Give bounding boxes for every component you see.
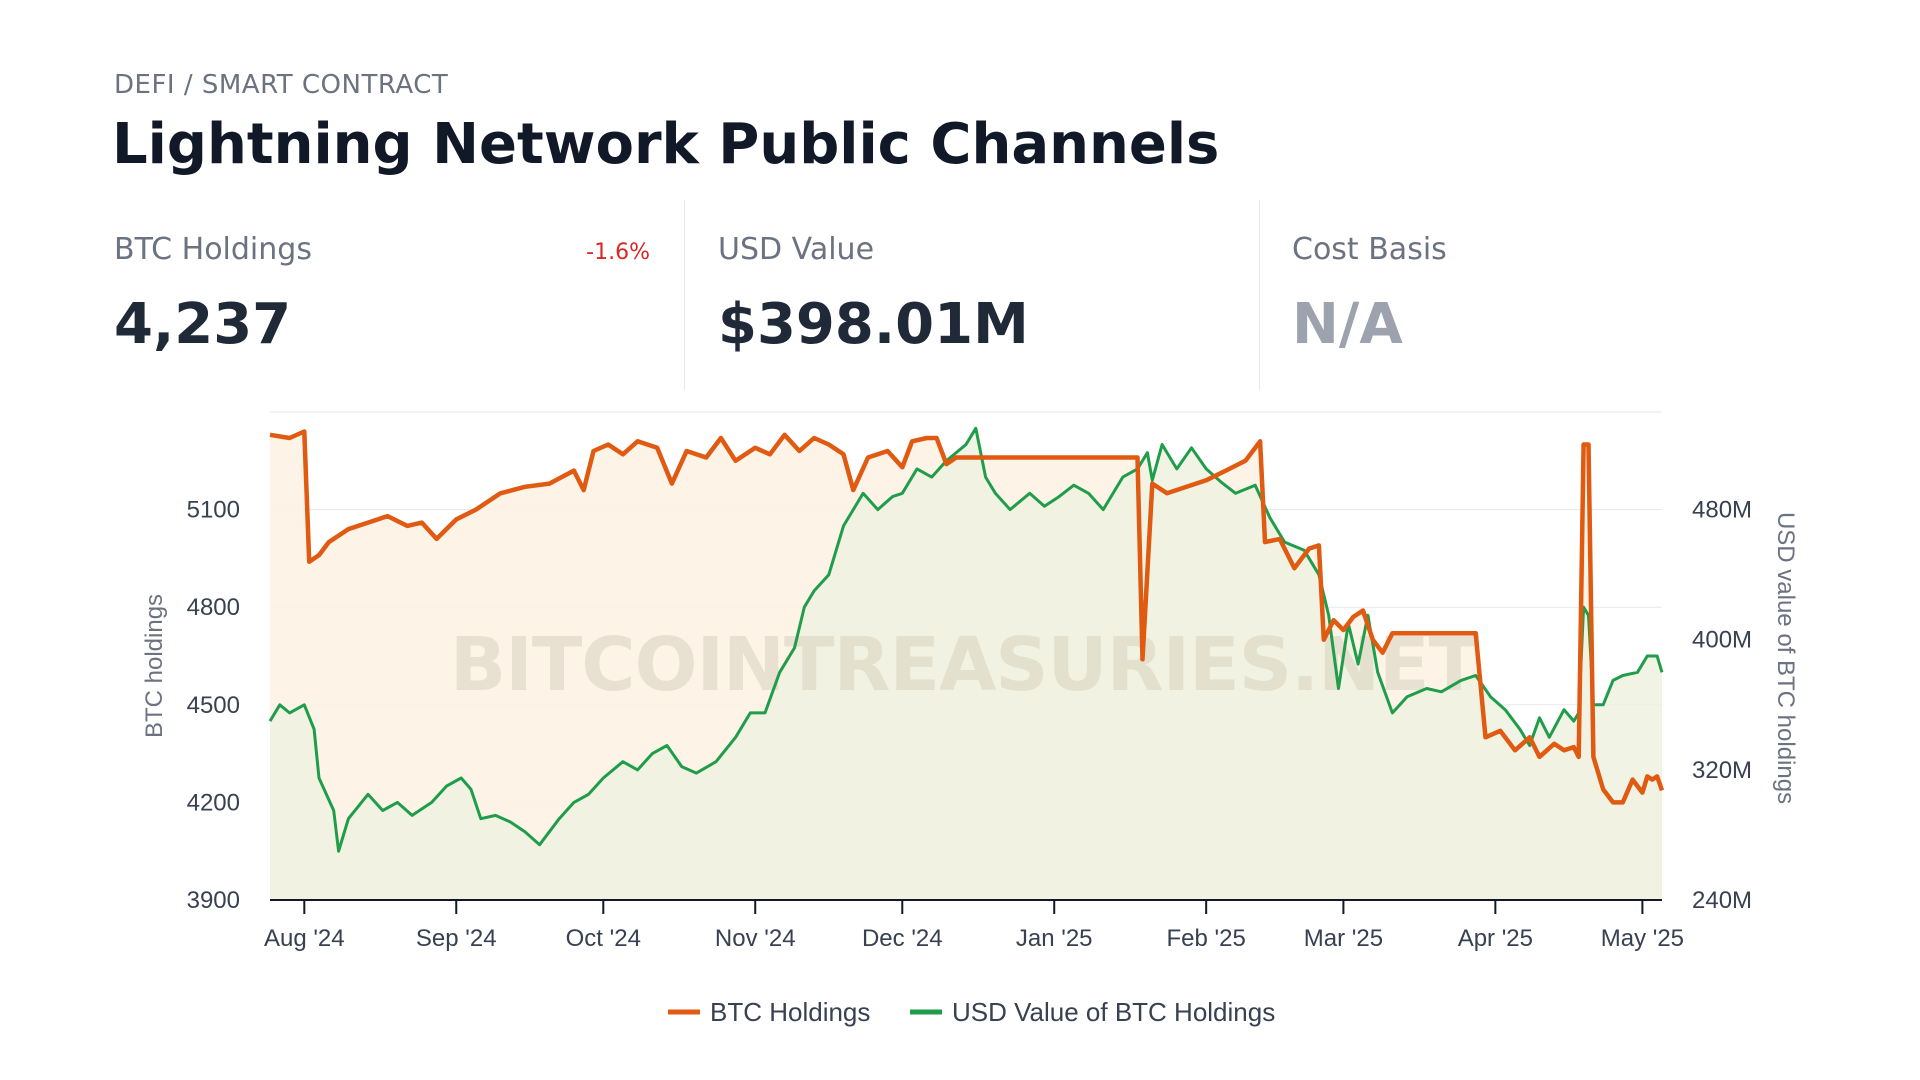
stat-divider	[1259, 200, 1260, 390]
x-tick-label: May '25	[1601, 925, 1684, 952]
stat-divider	[684, 200, 685, 390]
stat-btc-change: -1.6%	[586, 240, 650, 265]
watermark-text: BITCOINTREASURIES.NET	[450, 622, 1480, 708]
x-tick-label: Dec '24	[862, 925, 943, 952]
category-label: DEFI / SMART CONTRACT	[114, 70, 449, 100]
holdings-chart: BITCOINTREASURIES.NET 3900 4200 4500 4800 51…	[141, 390, 1799, 1027]
stat-cost-basis: Cost Basis N/A	[1292, 200, 1662, 390]
stat-btc-value: 4,237	[114, 292, 292, 357]
y-right-axis-title: USD value of BTC holdings	[1772, 512, 1799, 804]
stat-usd-value-text: $398.01M	[718, 292, 1029, 357]
stat-usd-value: USD Value $398.01M	[718, 200, 1318, 390]
y-right-tick-label: 560M	[1692, 390, 1752, 393]
legend-label-btc: BTC Holdings	[710, 997, 870, 1027]
stat-btc-holdings: BTC Holdings -1.6% 4,237	[114, 200, 684, 390]
stat-btc-label: BTC Holdings	[114, 232, 312, 267]
y-left-tick-label: 4800	[187, 594, 240, 621]
stats-row: BTC Holdings -1.6% 4,237 USD Value $398.…	[114, 200, 1666, 390]
x-tick-label: Oct '24	[566, 925, 641, 952]
y-right-tick-label: 400M	[1692, 627, 1752, 654]
y-left-axis-title: BTC holdings	[141, 594, 168, 738]
x-tick-label: Feb '25	[1167, 925, 1246, 952]
legend-label-usd: USD Value of BTC Holdings	[952, 997, 1275, 1027]
y-right-tick-label: 320M	[1692, 757, 1752, 784]
y-right-tick-label: 480M	[1692, 497, 1752, 524]
y-right-tick-label: 240M	[1692, 887, 1752, 914]
btc-holdings-line	[269, 429, 1665, 805]
usd-area-fill	[270, 428, 1662, 900]
page-title: Lightning Network Public Channels	[112, 112, 1220, 177]
y-left-tick-label: 5100	[187, 497, 240, 524]
y-left-tick-label: 3900	[187, 887, 240, 914]
stat-cost-label: Cost Basis	[1292, 232, 1447, 267]
x-tick-label: Apr '25	[1458, 925, 1533, 952]
x-tick-label: Mar '25	[1304, 925, 1383, 952]
stat-cost-value: N/A	[1292, 292, 1403, 357]
stat-usd-label: USD Value	[718, 232, 875, 267]
usd-value-line	[268, 426, 1664, 853]
chart-lines	[268, 426, 1665, 853]
x-tick-label: Aug '24	[264, 925, 345, 952]
x-tick-label: Nov '24	[715, 925, 796, 952]
y-left-tick-label: 4500	[187, 692, 240, 719]
chart-legend: BTC Holdings USD Value of BTC Holdings	[668, 997, 1275, 1027]
x-tick-label: Sep '24	[416, 925, 497, 952]
y-left-tick-label: 4200	[187, 789, 240, 816]
chart-axes: 3900 4200 4500 4800 5100 240M 320M 400M 480M 560M…	[141, 390, 1799, 952]
x-tick-label: Jan '25	[1016, 925, 1093, 952]
